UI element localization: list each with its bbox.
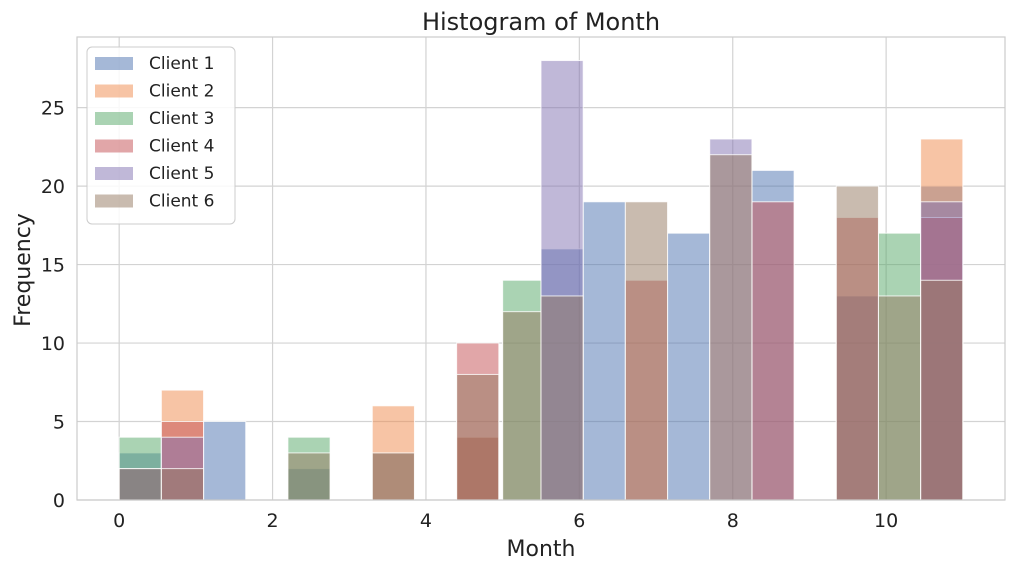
y-tick-label: 10: [41, 333, 65, 355]
plot-frame: [76, 36, 1006, 501]
legend-swatch: [95, 84, 133, 98]
y-tick-label: 25: [41, 98, 65, 120]
legend-label: Client 4: [149, 137, 214, 157]
legend-label: Client 1: [149, 54, 214, 74]
y-tick-label: 5: [53, 412, 65, 434]
y-tick-labels: 0 5 10 15 20 25: [41, 98, 65, 512]
histogram-bar: [667, 232, 711, 501]
histogram-bar: [920, 279, 964, 501]
legend-item-client-1: Client 1: [95, 54, 214, 74]
histogram-bar: [709, 154, 753, 501]
histogram-bar: [540, 295, 584, 501]
x-axis-label: Month: [507, 537, 576, 562]
x-tick-label: 0: [113, 510, 125, 532]
legend-label: Client 3: [149, 109, 214, 129]
chart-title: Histogram of Month: [422, 8, 660, 36]
x-tick-labels: 0 2 4 6 8 10: [113, 510, 898, 532]
histogram-bar: [751, 201, 795, 501]
histogram-bar: [835, 185, 879, 501]
y-tick-label: 15: [41, 255, 65, 277]
legend-label: Client 6: [149, 192, 214, 212]
y-axis-label: Frequency: [11, 213, 36, 327]
legend-swatch: [95, 112, 133, 125]
legend-label: Client 5: [149, 164, 214, 184]
x-tick-label: 2: [267, 510, 279, 532]
legend-swatch: [95, 167, 133, 180]
legend-item-client-3: Client 3: [95, 109, 214, 129]
histogram-bar: [624, 201, 669, 501]
histogram-bar: [118, 468, 162, 501]
histogram-bar: [582, 201, 626, 501]
legend-item-client-2: Client 2: [95, 82, 214, 102]
legend: Client 1 Client 2 Client 3 Client 4 Client 5…: [86, 46, 236, 225]
legend-item-client-5: Client 5: [95, 164, 214, 184]
y-tick-label: 0: [53, 490, 65, 512]
x-tick-label: 8: [727, 510, 739, 532]
legend-swatch: [95, 139, 133, 153]
histogram-bar: [160, 468, 205, 501]
legend-swatch: [95, 194, 133, 208]
histogram-bar: [877, 295, 922, 501]
histogram-bar: [203, 421, 247, 501]
x-tick-label: 10: [874, 510, 898, 532]
series-client-6: [118, 154, 964, 501]
legend-item-client-6: Client 6: [95, 192, 214, 212]
histogram-bars: [118, 60, 964, 501]
x-tick-label: 4: [420, 510, 432, 532]
legend-label: Client 2: [149, 82, 214, 102]
legend-swatch: [95, 57, 133, 70]
histogram-bar: [287, 452, 331, 501]
histogram-bar: [371, 452, 415, 501]
legend-item-client-4: Client 4: [95, 137, 214, 157]
x-tick-label: 6: [573, 510, 585, 532]
histogram-bar: [456, 373, 500, 501]
histogram-bar: [502, 311, 542, 501]
y-tick-label: 20: [41, 176, 65, 198]
